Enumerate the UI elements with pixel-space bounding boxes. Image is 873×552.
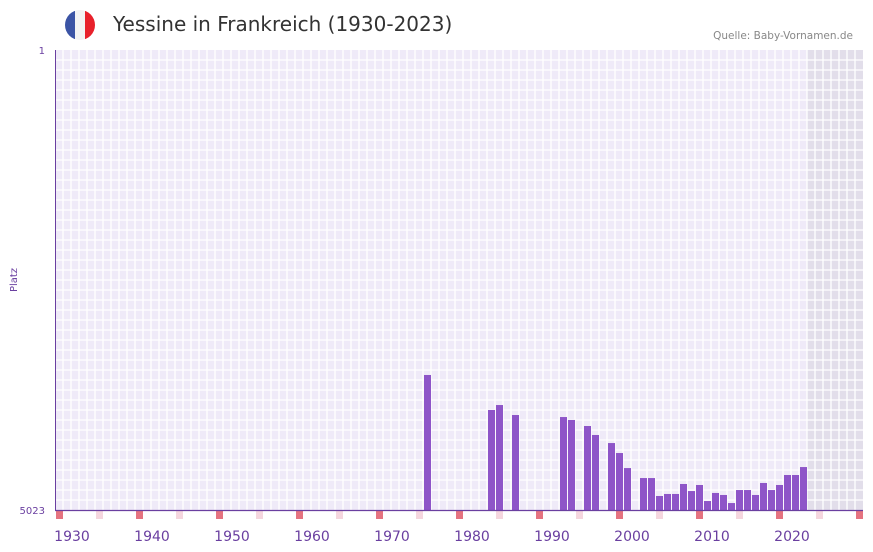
year-marker-1933	[96, 511, 103, 519]
x-tick-label: 2020	[774, 529, 810, 545]
year-marker-1953	[256, 511, 263, 519]
bar-2006[interactable]	[680, 483, 687, 510]
year-markers	[56, 511, 863, 519]
year-marker-2018	[776, 511, 783, 519]
year-marker-1973	[416, 511, 423, 519]
grid	[55, 50, 863, 510]
x-tick-label: 1980	[454, 529, 490, 545]
bar-2020[interactable]	[792, 475, 799, 510]
year-marker-1958	[296, 511, 303, 519]
bar-2009[interactable]	[704, 501, 711, 510]
bar-2016[interactable]	[760, 482, 767, 510]
year-marker-1963	[336, 511, 343, 519]
x-tick-label: 1940	[134, 529, 170, 545]
bar-2012[interactable]	[728, 503, 735, 510]
x-tick-label: 1960	[294, 529, 330, 545]
year-marker-1988	[536, 511, 543, 519]
bar-1992[interactable]	[568, 419, 575, 510]
bar-2014[interactable]	[744, 490, 751, 510]
bar-2021[interactable]	[800, 467, 807, 510]
year-marker-2008	[696, 511, 703, 519]
bar-2001[interactable]	[640, 478, 647, 510]
x-tick-label: 1950	[214, 529, 250, 545]
y-axis-label: Platz	[9, 268, 20, 292]
bar-2013[interactable]	[736, 490, 743, 510]
bar-1997[interactable]	[608, 443, 615, 510]
y-tick-top: 1	[39, 46, 45, 57]
year-marker-1948	[216, 511, 223, 519]
year-marker-1983	[496, 511, 503, 519]
year-marker-2013	[736, 511, 743, 519]
year-marker-1943	[176, 511, 183, 519]
bar-1982[interactable]	[488, 409, 495, 510]
year-marker-1938	[136, 511, 143, 519]
year-marker-1978	[456, 511, 463, 519]
year-marker-2003	[656, 511, 663, 519]
flag-white	[75, 10, 85, 40]
bar-1995[interactable]	[592, 434, 599, 510]
bar-2008[interactable]	[696, 484, 703, 510]
bar-2018[interactable]	[776, 484, 783, 510]
x-tick-label: 1930	[54, 529, 90, 545]
bar-2015[interactable]	[752, 494, 759, 510]
year-marker-1998	[616, 511, 623, 519]
year-marker-1968	[376, 511, 383, 519]
flag-blue	[65, 10, 75, 40]
bars	[424, 374, 807, 510]
bar-2005[interactable]	[672, 493, 679, 510]
chart-title: Yessine in Frankreich (1930-2023)	[113, 12, 453, 36]
bar-2004[interactable]	[664, 493, 671, 510]
year-marker-2023	[816, 511, 823, 519]
bar-2007[interactable]	[688, 491, 695, 510]
bar-2017[interactable]	[768, 490, 775, 510]
source-link[interactable]: Quelle: Baby-Vornamen.de	[713, 30, 853, 42]
bar-2010[interactable]	[712, 492, 719, 510]
bar-2019[interactable]	[784, 475, 791, 510]
bar-1985[interactable]	[512, 415, 519, 510]
y-tick-bottom: 5023	[20, 506, 45, 517]
bar-2003[interactable]	[656, 495, 663, 510]
france-flag-icon	[65, 10, 95, 40]
year-marker-1993	[576, 511, 583, 519]
bar-1994[interactable]	[584, 426, 591, 510]
bar-1983[interactable]	[496, 405, 503, 510]
year-marker-2028	[856, 511, 863, 519]
bar-1998[interactable]	[616, 453, 623, 510]
year-marker-1928	[56, 511, 63, 519]
bar-1999[interactable]	[624, 468, 631, 510]
bar-2002[interactable]	[648, 478, 655, 510]
x-tick-label: 2000	[614, 529, 650, 545]
flag-red	[85, 10, 95, 40]
x-tick-label: 1970	[374, 529, 410, 545]
x-ticks: 1930 1940 1950 1960 1970 1980 1990 2000 2010 2020	[54, 529, 810, 545]
bar-2011[interactable]	[720, 494, 727, 510]
bar-1974[interactable]	[424, 374, 431, 510]
x-tick-label: 1990	[534, 529, 570, 545]
bar-1991[interactable]	[560, 417, 567, 510]
x-tick-label: 2010	[694, 529, 730, 545]
